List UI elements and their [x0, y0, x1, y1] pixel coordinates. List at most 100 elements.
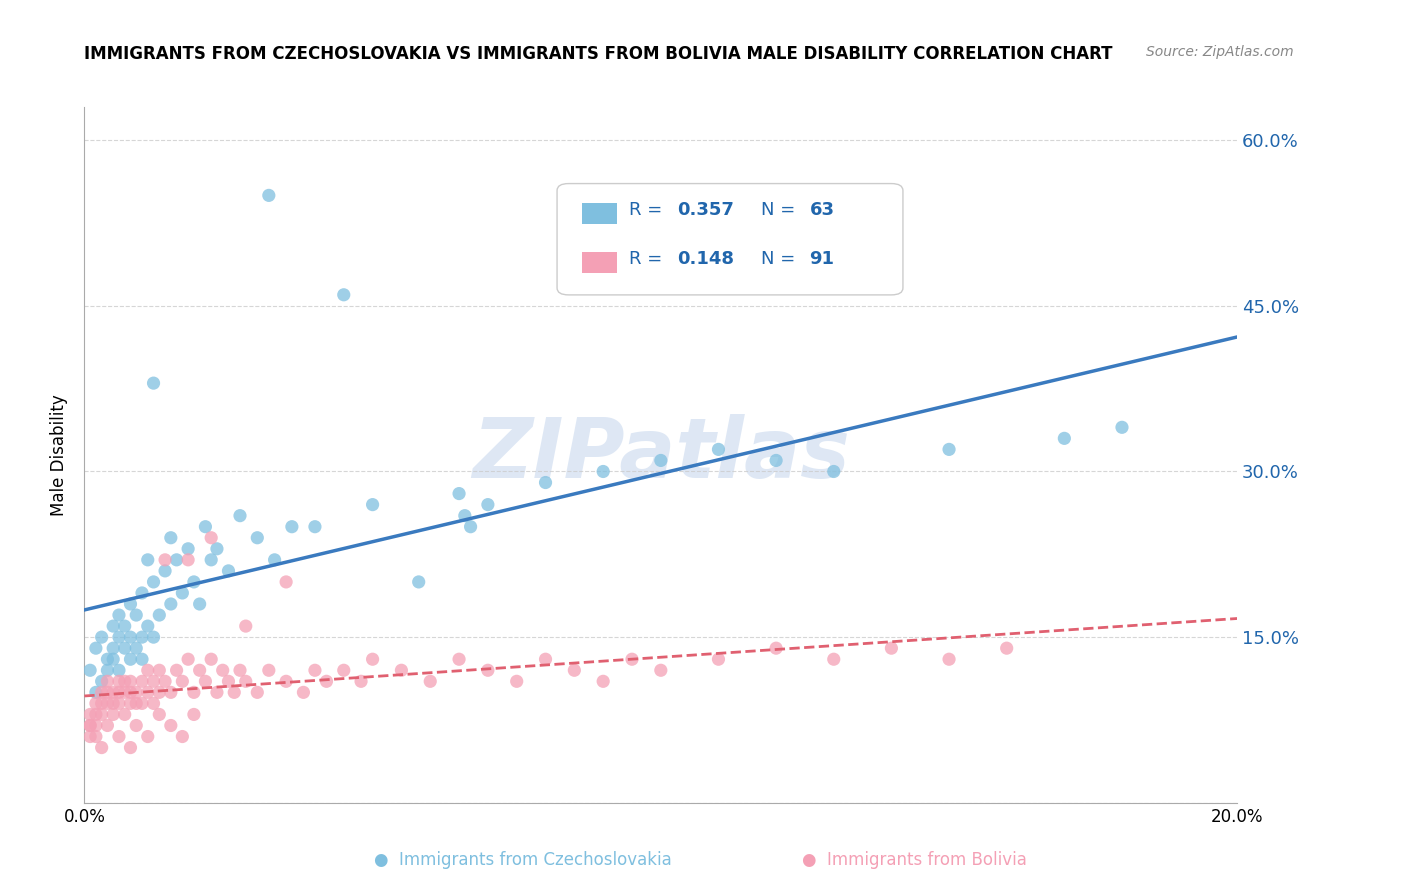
Text: ZIPatlas: ZIPatlas — [472, 415, 849, 495]
Point — [200, 531, 222, 545]
Point — [79, 718, 101, 732]
Point — [707, 652, 730, 666]
Point — [103, 619, 124, 633]
Point — [108, 697, 131, 711]
Point — [136, 730, 159, 744]
Point — [108, 663, 131, 677]
Point — [592, 674, 614, 689]
Point — [419, 674, 441, 689]
Point — [205, 541, 228, 556]
Point — [103, 685, 124, 699]
Point — [765, 453, 787, 467]
Point — [263, 553, 285, 567]
Text: Source: ZipAtlas.com: Source: ZipAtlas.com — [1146, 45, 1294, 59]
Point — [246, 685, 269, 699]
Point — [218, 564, 240, 578]
Point — [172, 674, 194, 689]
Point — [153, 674, 176, 689]
Point — [136, 663, 159, 677]
Point — [361, 652, 384, 666]
Point — [350, 674, 373, 689]
Point — [142, 697, 165, 711]
Point — [131, 630, 153, 644]
Point — [183, 574, 205, 589]
Point — [90, 697, 112, 711]
Text: 0.357: 0.357 — [676, 201, 734, 219]
Point — [211, 663, 233, 677]
Point — [534, 652, 557, 666]
Point — [96, 674, 118, 689]
Point — [108, 674, 131, 689]
Point — [148, 685, 170, 699]
Point — [229, 508, 252, 523]
Point — [90, 740, 112, 755]
Point — [823, 652, 845, 666]
FancyBboxPatch shape — [557, 184, 903, 295]
Point — [765, 641, 787, 656]
Point — [454, 508, 477, 523]
Point — [108, 630, 131, 644]
Point — [114, 707, 136, 722]
Point — [120, 740, 142, 755]
Point — [96, 685, 118, 699]
Point — [1111, 420, 1133, 434]
Point — [136, 553, 159, 567]
Y-axis label: Male Disability: Male Disability — [51, 394, 69, 516]
Point — [477, 663, 499, 677]
Point — [315, 674, 337, 689]
Point — [257, 663, 280, 677]
Point — [131, 674, 153, 689]
Point — [142, 630, 165, 644]
Point — [183, 707, 205, 722]
Point — [880, 641, 903, 656]
Point — [153, 553, 176, 567]
Point — [84, 718, 107, 732]
Point — [166, 663, 188, 677]
Point — [194, 519, 217, 533]
Point — [96, 718, 118, 732]
Point — [205, 685, 228, 699]
Point — [281, 519, 304, 533]
Point — [79, 718, 101, 732]
Point — [153, 564, 176, 578]
Point — [120, 597, 142, 611]
Point — [391, 663, 413, 677]
Text: ●  Immigrants from Czechoslovakia: ● Immigrants from Czechoslovakia — [374, 852, 671, 870]
Point — [103, 697, 124, 711]
Point — [177, 553, 200, 567]
Text: N =: N = — [761, 201, 801, 219]
Point — [177, 652, 200, 666]
Point — [96, 697, 118, 711]
Point — [148, 707, 170, 722]
Point — [131, 652, 153, 666]
Point — [938, 652, 960, 666]
Point — [172, 730, 194, 744]
Point — [188, 663, 211, 677]
Point — [333, 287, 356, 301]
Text: 0.148: 0.148 — [676, 250, 734, 268]
Point — [90, 685, 112, 699]
Point — [108, 730, 131, 744]
Text: R =: R = — [628, 250, 668, 268]
Point — [103, 707, 124, 722]
Point — [564, 663, 586, 677]
Point — [131, 586, 153, 600]
Point — [200, 553, 222, 567]
Point — [160, 718, 183, 732]
Point — [235, 619, 257, 633]
Point — [90, 674, 112, 689]
Point — [120, 630, 142, 644]
Point — [142, 376, 165, 391]
Point — [125, 641, 148, 656]
Point — [160, 685, 183, 699]
Point — [172, 586, 194, 600]
Point — [120, 674, 142, 689]
Point — [650, 663, 672, 677]
Point — [650, 453, 672, 467]
Point — [125, 608, 148, 623]
Point — [160, 531, 183, 545]
Point — [449, 652, 471, 666]
Point — [304, 663, 326, 677]
Point — [183, 685, 205, 699]
Point — [304, 519, 326, 533]
